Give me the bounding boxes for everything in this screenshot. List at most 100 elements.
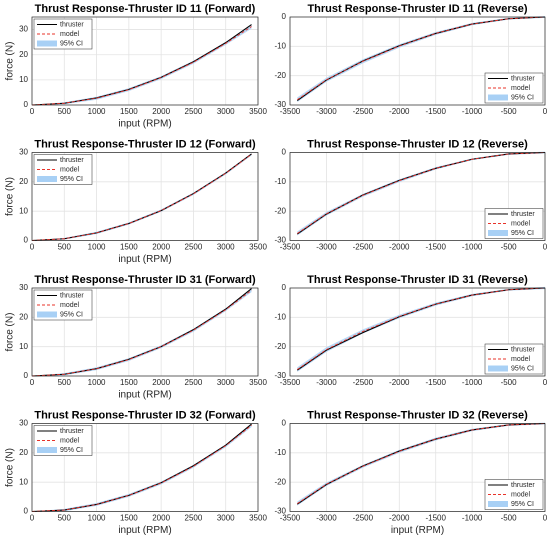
x-tick-label: 3000: [217, 378, 235, 387]
data-line: [297, 287, 546, 370]
axes-frame: [31, 423, 259, 512]
y-tick-label: 0: [24, 371, 29, 380]
y-tick-label: 20: [19, 177, 28, 186]
x-tick-label: 1500: [120, 514, 138, 523]
y-axis-label: force (N): [5, 177, 16, 216]
legend-label: 95% CI: [511, 501, 534, 508]
legend-label: thruster: [511, 211, 535, 218]
x-tick-label: 500: [58, 243, 72, 252]
x-tick-label: -500: [501, 514, 518, 523]
legend-label: thruster: [60, 157, 84, 164]
legend-label: model: [60, 166, 80, 173]
x-tick-label: -2000: [389, 514, 410, 523]
x-tick-label: 2500: [185, 107, 203, 116]
y-tick-label: 10: [19, 75, 28, 84]
x-tick-label: 500: [58, 107, 72, 116]
x-axis-label: input (RPM): [118, 119, 171, 130]
x-tick-label: 0: [543, 107, 548, 116]
x-tick-label: -500: [501, 107, 518, 116]
x-tick-label: 2000: [152, 243, 170, 252]
legend-swatch: [488, 365, 508, 372]
y-tick-label: 30: [19, 283, 28, 292]
axes-frame: [289, 287, 546, 377]
data-line: [31, 26, 252, 106]
x-tick-label: -3500: [280, 514, 301, 523]
y-tick-label: 10: [19, 477, 28, 486]
x-tick-label: -2000: [389, 243, 410, 252]
x-tick-label: -1500: [425, 378, 446, 387]
x-tick-label: -2000: [389, 378, 410, 387]
legend-label: 95% CI: [60, 176, 83, 183]
x-tick-label: 2000: [152, 514, 170, 523]
y-tick-label: 10: [19, 342, 28, 351]
x-tick-label: -3000: [316, 378, 337, 387]
y-tick-label: 0: [24, 507, 29, 516]
x-tick-label: 3500: [249, 243, 267, 252]
x-tick-label: 0: [30, 243, 35, 252]
x-tick-label: -3500: [280, 243, 301, 252]
x-tick-label: -1000: [462, 378, 483, 387]
legend-label: model: [511, 491, 531, 498]
x-tick-label: 1000: [88, 107, 106, 116]
x-tick-label: -3500: [280, 107, 301, 116]
x-tick-label: 2500: [185, 514, 203, 523]
chart-title: Thrust Response-Thruster ID 31 (Reverse): [307, 274, 528, 286]
x-tick-label: 3000: [217, 243, 235, 252]
y-tick-label: -10: [274, 177, 286, 186]
chart-title: Thrust Response-Thruster ID 32 (Reverse): [307, 409, 528, 421]
y-tick-label: -20: [274, 477, 286, 486]
y-axis-label: force (N): [5, 313, 16, 352]
x-tick-label: -3000: [316, 243, 337, 252]
x-tick-label: 1500: [120, 378, 138, 387]
x-tick-label: 1500: [120, 107, 138, 116]
y-tick-label: 20: [19, 50, 28, 59]
x-tick-label: -1000: [462, 107, 483, 116]
x-tick-label: 3500: [249, 378, 267, 387]
x-tick-label: -1500: [425, 514, 446, 523]
data-line: [297, 423, 546, 504]
legend-label: 95% CI: [60, 311, 83, 318]
data-line: [297, 16, 546, 101]
legend-label: thruster: [60, 428, 84, 435]
axes-frame: [31, 16, 259, 106]
y-tick-label: -30: [274, 371, 286, 380]
x-axis-label: input (RPM): [391, 525, 444, 536]
x-tick-label: 1500: [120, 243, 138, 252]
x-tick-label: 2500: [185, 378, 203, 387]
x-tick-label: -1500: [425, 107, 446, 116]
y-tick-label: 0: [24, 100, 29, 109]
y-tick-label: -30: [274, 507, 286, 516]
y-tick-label: -10: [274, 312, 286, 321]
x-tick-label: -1500: [425, 243, 446, 252]
x-tick-label: 1000: [88, 243, 106, 252]
legend-swatch: [37, 176, 57, 182]
x-tick-label: 0: [543, 243, 548, 252]
x-axis-label: input (RPM): [118, 390, 171, 401]
legend-label: thruster: [60, 292, 84, 299]
legend-label: 95% CI: [511, 230, 534, 237]
x-tick-label: 0: [543, 378, 548, 387]
x-axis-label: input (RPM): [118, 525, 171, 536]
x-tick-label: 1000: [88, 378, 106, 387]
y-tick-label: -20: [274, 206, 286, 215]
y-tick-label: 0: [282, 283, 287, 292]
legend-label: 95% CI: [511, 365, 534, 372]
x-tick-label: 0: [543, 514, 548, 523]
y-tick-label: -30: [274, 100, 286, 109]
legend-swatch: [488, 230, 508, 236]
x-tick-label: -2500: [353, 243, 374, 252]
legend-label: model: [511, 85, 531, 92]
legend-label: model: [511, 356, 531, 363]
x-tick-label: -2500: [353, 107, 374, 116]
chart-title: Thrust Response-Thruster ID 31 (Forward): [34, 274, 256, 286]
data-line: [31, 424, 252, 512]
y-tick-label: 20: [19, 312, 28, 321]
x-tick-label: 500: [58, 514, 72, 523]
axes-frame: [31, 152, 259, 241]
y-tick-label: -10: [274, 41, 286, 50]
legend-label: model: [60, 437, 80, 444]
x-tick-label: 0: [30, 514, 35, 523]
x-tick-label: 3000: [217, 514, 235, 523]
axes-frame: [289, 423, 546, 512]
